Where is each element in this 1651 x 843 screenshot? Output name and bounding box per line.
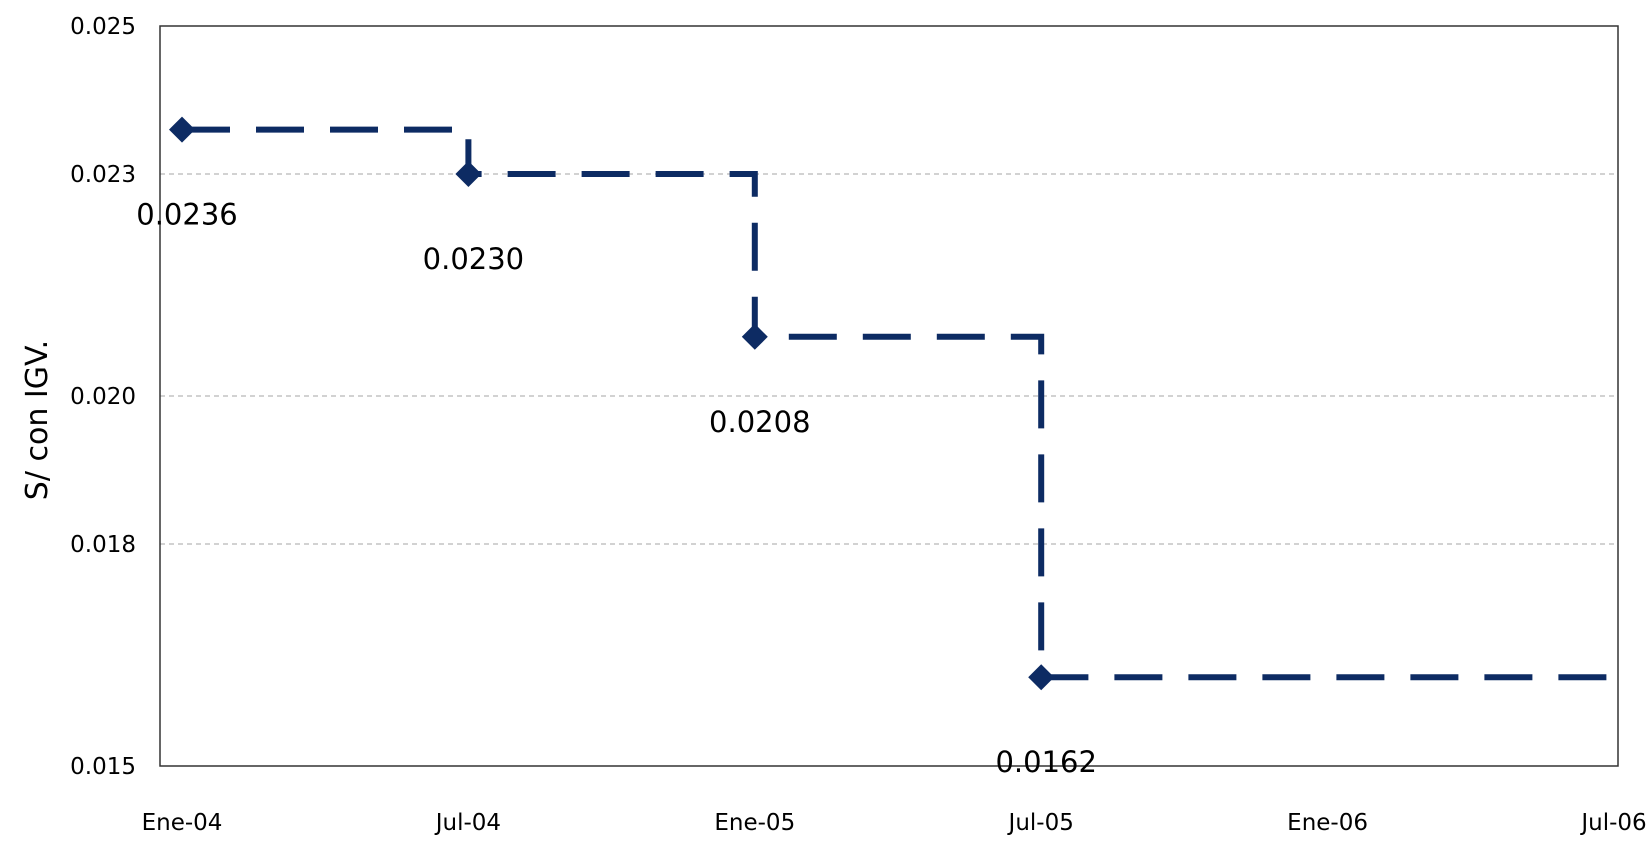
data-label: 0.0208 xyxy=(709,405,810,439)
y-tick-label: 0.025 xyxy=(70,14,136,40)
y-tick-label: 0.015 xyxy=(70,754,136,780)
x-tick-label: Ene-04 xyxy=(142,810,223,836)
data-label: 0.0230 xyxy=(423,242,524,276)
data-label: 0.0162 xyxy=(995,745,1096,779)
x-tick-label: Jul-05 xyxy=(1007,810,1074,836)
x-tick-label: Jul-06 xyxy=(1579,810,1646,836)
y-axis-ticks: 0.025 0.023 0.020 0.018 0.015 xyxy=(70,14,136,780)
y-tick-label: 0.018 xyxy=(70,532,136,558)
plot-area-frame xyxy=(159,25,1619,767)
x-tick-label: Ene-06 xyxy=(1287,810,1368,836)
data-point-marker xyxy=(741,323,768,350)
data-labels: 0.0236 0.0230 0.0208 0.0162 xyxy=(136,198,1097,780)
y-tick-label: 0.020 xyxy=(70,384,136,410)
grid-lines xyxy=(160,173,1618,545)
series-markers xyxy=(169,116,1055,691)
data-point-marker xyxy=(455,161,482,187)
data-point-marker xyxy=(1028,664,1055,691)
series-line xyxy=(182,126,1614,681)
x-axis-ticks: Ene-04 Jul-04 Ene-05 Jul-05 Ene-06 Jul-06 xyxy=(142,810,1647,836)
y-tick-label: 0.023 xyxy=(70,162,136,188)
x-tick-label: Jul-04 xyxy=(434,810,501,836)
x-tick-label: Ene-05 xyxy=(714,810,795,836)
data-point-marker xyxy=(169,116,195,143)
data-label: 0.0236 xyxy=(136,198,237,232)
y-axis-label: S/ con IGV. xyxy=(20,340,55,500)
series-step-line xyxy=(182,126,1614,681)
